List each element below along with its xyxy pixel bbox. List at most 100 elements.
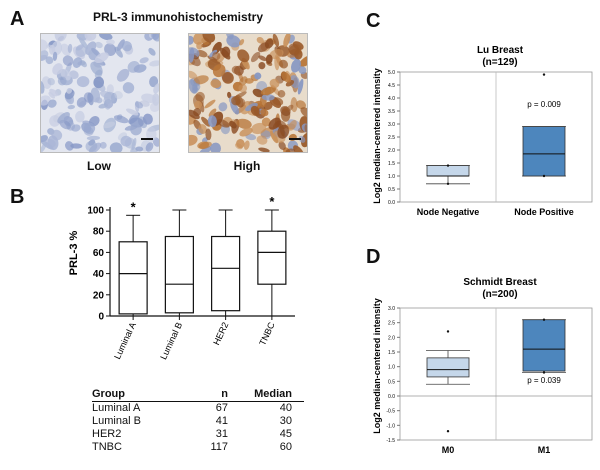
cell-nucleus bbox=[230, 101, 240, 115]
p-value-annotation: p = 0.039 bbox=[527, 376, 561, 385]
cell-nucleus bbox=[149, 76, 159, 88]
cell-nucleus bbox=[233, 91, 247, 100]
cell-nucleus bbox=[69, 70, 79, 80]
y-tick-label: 3.0 bbox=[388, 306, 395, 312]
y-tick-label: 1.0 bbox=[388, 174, 395, 180]
cell-nucleus bbox=[239, 127, 253, 137]
x-tick-label: Luminal A bbox=[112, 321, 138, 361]
cell-nucleus bbox=[202, 34, 216, 43]
table-header-row: Group n Median bbox=[92, 388, 304, 402]
data-point bbox=[446, 182, 450, 185]
table-cell-median: 30 bbox=[279, 415, 292, 427]
cell-nucleus bbox=[272, 97, 284, 106]
cell-nucleus bbox=[189, 47, 195, 63]
cell-nucleus bbox=[278, 59, 289, 69]
cell-nucleus bbox=[201, 116, 211, 127]
table-cell-group: Luminal B bbox=[92, 415, 141, 427]
cell-nucleus bbox=[146, 126, 157, 142]
cell-nucleus bbox=[229, 120, 237, 129]
cell-nucleus bbox=[116, 68, 130, 82]
y-tick-label: 0 bbox=[98, 312, 104, 323]
cell-nucleus bbox=[41, 54, 48, 62]
cell-nucleus bbox=[66, 88, 73, 94]
data-point bbox=[446, 330, 450, 333]
cell-nucleus bbox=[221, 71, 234, 84]
cell-nucleus bbox=[210, 142, 222, 152]
cell-nucleus bbox=[238, 84, 248, 93]
cell-nucleus bbox=[145, 142, 154, 152]
cell-nucleus bbox=[103, 91, 116, 104]
cell-nucleus bbox=[227, 91, 232, 99]
data-point bbox=[446, 430, 450, 433]
cell-nucleus bbox=[226, 35, 241, 48]
scale-bar bbox=[141, 138, 153, 140]
y-tick-label: 4.5 bbox=[388, 83, 395, 89]
table-header-group: Group bbox=[92, 388, 186, 402]
cell-nucleus bbox=[153, 83, 159, 94]
cell-nucleus bbox=[99, 34, 113, 40]
cell-nucleus bbox=[260, 108, 269, 117]
chart-c-boxplot: Lu Breast (n=129) Log2 median-centered i… bbox=[372, 45, 593, 217]
table-cell-n: 41 bbox=[215, 415, 228, 427]
x-tick-label: HER2 bbox=[211, 321, 230, 347]
box-iqr bbox=[426, 357, 470, 378]
cell-nucleus bbox=[292, 41, 304, 50]
box-iqr bbox=[164, 235, 194, 314]
cell-nucleus bbox=[62, 55, 74, 67]
cell-nucleus bbox=[216, 119, 230, 128]
y-tick-label: 1.5 bbox=[388, 161, 395, 167]
cell-nucleus bbox=[293, 145, 305, 152]
cell-nucleus bbox=[189, 35, 194, 45]
box-iqr bbox=[426, 165, 470, 177]
cell-nucleus bbox=[279, 123, 285, 137]
cell-nucleus bbox=[299, 55, 307, 67]
cell-nucleus bbox=[272, 34, 280, 47]
cell-nucleus bbox=[298, 135, 306, 143]
cell-nucleus bbox=[120, 135, 132, 147]
cell-nucleus bbox=[237, 49, 250, 63]
data-point bbox=[542, 318, 546, 321]
cell-nucleus bbox=[67, 104, 75, 110]
data-point bbox=[542, 73, 546, 76]
cell-nucleus bbox=[83, 122, 96, 134]
significance-star: * bbox=[269, 194, 275, 209]
cell-nucleus bbox=[261, 93, 275, 101]
cell-nucleus bbox=[256, 135, 268, 145]
cell-nucleus bbox=[57, 76, 67, 86]
cell-nucleus bbox=[57, 112, 70, 124]
cell-nucleus bbox=[281, 71, 292, 83]
y-tick-label: 3.0 bbox=[388, 122, 395, 128]
micrograph-low-image bbox=[41, 34, 159, 152]
cell-nucleus bbox=[269, 78, 280, 89]
cell-nucleus bbox=[52, 63, 63, 75]
cell-nucleus bbox=[46, 44, 54, 50]
cell-nucleus bbox=[258, 55, 267, 62]
y-tick-label: 1.5 bbox=[388, 350, 395, 356]
cell-nucleus bbox=[243, 140, 250, 150]
y-tick-label: 2.5 bbox=[388, 135, 395, 141]
data-point bbox=[446, 164, 450, 167]
y-tick-label: 4.0 bbox=[388, 96, 395, 102]
panel-letter-d: D bbox=[366, 246, 381, 268]
cell-nucleus bbox=[288, 120, 297, 131]
cell-nucleus bbox=[189, 70, 198, 80]
cell-nucleus bbox=[71, 124, 81, 132]
y-tick-label: 0.0 bbox=[388, 394, 395, 400]
cell-nucleus bbox=[93, 76, 105, 89]
cell-nucleus bbox=[283, 34, 291, 48]
y-tick-label: -1.5 bbox=[386, 438, 395, 444]
cell-nucleus bbox=[41, 142, 47, 152]
micrograph-high bbox=[188, 33, 308, 153]
cell-nucleus bbox=[133, 64, 147, 73]
chart-c-ylabel: Log2 median-centered intensity bbox=[372, 68, 382, 204]
cell-nucleus bbox=[85, 140, 98, 152]
y-tick-label: 2.0 bbox=[388, 335, 395, 341]
cell-nucleus bbox=[130, 123, 142, 136]
table-cell-n: 117 bbox=[210, 441, 228, 453]
cell-nucleus bbox=[250, 105, 260, 116]
cell-nucleus bbox=[113, 115, 129, 124]
significance-star: * bbox=[131, 199, 137, 214]
y-tick-label: 1.0 bbox=[388, 365, 395, 371]
cell-nucleus bbox=[75, 45, 87, 57]
cell-nucleus bbox=[289, 75, 300, 89]
